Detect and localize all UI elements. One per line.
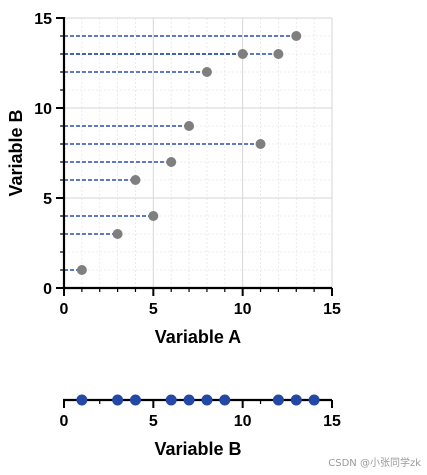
data-points	[76, 31, 302, 275]
strip-tick-label: 5	[149, 413, 158, 430]
strip-point	[272, 394, 284, 406]
strip-axis-title: Variable B	[154, 439, 241, 459]
strip-tick-label: 15	[323, 413, 341, 430]
strip-tick-label: 0	[60, 413, 69, 430]
main-axes	[56, 17, 333, 296]
data-point	[76, 265, 87, 275]
data-point	[112, 229, 123, 239]
strip-point	[112, 394, 124, 406]
data-point	[166, 157, 177, 167]
y-tick-labels: 0 5 10 15	[34, 11, 52, 298]
strip-point	[165, 394, 177, 406]
strip-points	[76, 394, 320, 406]
x-tick-label: 10	[234, 301, 252, 318]
data-point	[291, 31, 302, 41]
data-point	[201, 67, 212, 77]
x-tick-label: 0	[60, 301, 69, 318]
watermark: CSDN @小张同学zk	[328, 458, 421, 469]
strip-tick-labels: 0 5 10 15	[60, 413, 341, 430]
strip-tick-label: 10	[234, 413, 252, 430]
y-axis-title: Variable B	[6, 109, 26, 196]
data-point	[255, 139, 266, 149]
y-tick-label: 5	[43, 191, 52, 208]
main-chart: 0 5 10 15 0 5 10 15 Variable A Variable B	[6, 11, 341, 347]
strip-point	[183, 394, 195, 406]
data-point	[130, 175, 141, 185]
strip-point	[308, 394, 320, 406]
x-tick-label: 15	[323, 301, 341, 318]
grid	[63, 17, 333, 289]
y-tick-label: 15	[34, 11, 52, 28]
data-point	[273, 49, 284, 59]
y-tick-label: 0	[43, 281, 52, 298]
strip-point	[76, 394, 88, 406]
strip-chart: 0 5 10 15 Variable B	[60, 394, 341, 459]
x-tick-label: 5	[149, 301, 158, 318]
drop-lines	[64, 35, 297, 271]
strip-point	[290, 394, 302, 406]
data-point	[237, 49, 248, 59]
data-point	[148, 211, 159, 221]
y-tick-label: 10	[34, 101, 52, 118]
data-point	[184, 121, 195, 131]
strip-point	[201, 394, 213, 406]
x-axis-title: Variable A	[155, 327, 241, 347]
strip-point	[129, 394, 141, 406]
strip-point	[219, 394, 231, 406]
x-tick-labels: 0 5 10 15	[60, 301, 341, 318]
